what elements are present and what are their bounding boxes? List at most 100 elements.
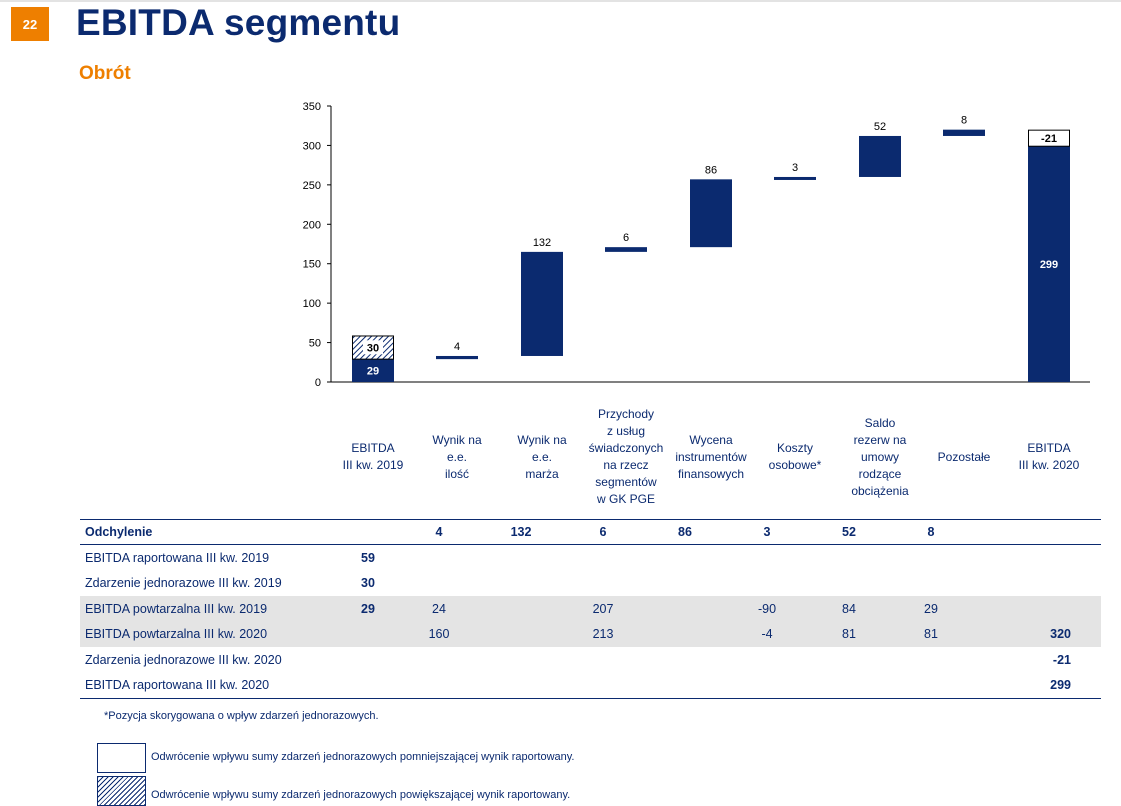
category-label: EBITDA III kw. 2020 (1018, 441, 1080, 472)
cell-value (398, 647, 480, 673)
top-divider (0, 0, 1121, 2)
cell-value: 86 (644, 519, 726, 545)
cell-value (562, 647, 644, 673)
category-label: Przychody z usług świadczonych na rzecz segm… (588, 407, 664, 506)
cell-value: 59 (361, 550, 375, 565)
stack-label: -21 (1041, 133, 1057, 145)
cell-value (398, 672, 480, 699)
legend-white-text: Odwrócenie wpływu sumy zdarzeń jednorazo… (151, 751, 575, 763)
cell-value (890, 672, 972, 699)
y-tick-label: 250 (303, 180, 321, 192)
bar-value-label: 29 (367, 366, 379, 378)
cell-value: -4 (726, 621, 808, 647)
cell-value (644, 647, 726, 673)
y-tick-label: 50 (309, 338, 321, 350)
y-tick-label: 0 (315, 377, 321, 389)
bar (690, 179, 732, 248)
bar (605, 247, 647, 252)
cell-value (338, 621, 398, 647)
cell-value (562, 571, 644, 597)
bar (943, 129, 985, 136)
cell-value (480, 596, 562, 622)
bar-value-label: 132 (533, 237, 551, 249)
cell-value (480, 571, 562, 597)
legend-hatched-swatch (97, 776, 146, 806)
bar (436, 355, 478, 360)
bar-value-label: 8 (961, 115, 967, 127)
bar-value-label: 86 (705, 164, 717, 176)
category-label: Koszty osobowe* (768, 441, 822, 472)
cell-value (808, 647, 890, 673)
cell-value (972, 519, 1101, 545)
y-tick-label: 150 (303, 259, 321, 271)
cell-value: 81 (808, 621, 890, 647)
row-label: EBITDA raportowana III kw. 2020 (80, 672, 338, 699)
cell-value: 320 (972, 621, 1101, 647)
table-row: Zdarzenie jednorazowe III kw. 2019 30 (80, 571, 1101, 597)
cell-value: 29 (890, 596, 972, 622)
table-row: EBITDA raportowana III kw. 2020 299 (80, 672, 1101, 699)
y-tick-label: 300 (303, 140, 321, 152)
cell-value (726, 672, 808, 699)
stack-label: 30 (367, 342, 379, 354)
table-row: EBITDA powtarzalna III kw. 2019 29 24 207 -9… (80, 596, 1101, 622)
bar-value-label: 52 (874, 121, 886, 133)
cell-value (890, 571, 972, 597)
row-label: Zdarzenie jednorazowe III kw. 2019 (85, 576, 282, 591)
cell-value (480, 647, 562, 673)
cell-value (644, 596, 726, 622)
cell-value: 84 (808, 596, 890, 622)
cell-value (338, 647, 398, 673)
waterfall-chart: 0 50 100 150 200 250 300 350 30 29 4 132 6 86 3 52 8 -21… (303, 101, 1090, 389)
category-label: Wynik na e.e. marża (517, 432, 567, 481)
category-label: Pozostałe (937, 449, 991, 464)
y-tick-label: 350 (303, 101, 321, 113)
cell-value (644, 571, 726, 597)
cell-value (726, 647, 808, 673)
stack-label-bg (363, 340, 383, 355)
footnote: *Pozycja skorygowana o wpływ zdarzeń jed… (104, 710, 379, 722)
cell-value: 213 (562, 621, 644, 647)
cell-value (808, 545, 890, 571)
bar (859, 135, 901, 177)
bar-value-label: 3 (792, 162, 798, 174)
bar (1028, 146, 1070, 382)
bar-value-label: 299 (1040, 259, 1058, 271)
bar (774, 176, 816, 180)
row-label: EBITDA raportowana III kw. 2019 (85, 550, 270, 565)
cell-value (726, 571, 808, 597)
category-label: Saldo rezerw na umowy rodzące obciążenia (851, 415, 909, 498)
cell-value (562, 545, 644, 571)
bar (352, 359, 394, 382)
category-label: Wynik na e.e. ilość (432, 432, 482, 481)
row-label: EBITDA powtarzalna III kw. 2019 (80, 596, 338, 622)
table-header-row: Odchylenie 4 132 6 86 3 52 8 (80, 519, 1101, 545)
cell-value (972, 571, 1101, 597)
page-subtitle: Obrót (79, 63, 131, 84)
bar (521, 251, 563, 356)
cell-value: 207 (562, 596, 644, 622)
page-title: EBITDA segmentu (76, 2, 401, 43)
table-row: Zdarzenia jednorazowe III kw. 2020 -21 (80, 647, 1101, 673)
cell-value: 160 (398, 621, 480, 647)
cell-value (726, 545, 808, 571)
stack-segment (1028, 129, 1070, 147)
cell-value: 24 (398, 596, 480, 622)
cell-value (890, 545, 972, 571)
cell-value: 132 (480, 519, 562, 545)
row-label: Zdarzenia jednorazowe III kw. 2020 (85, 652, 282, 667)
table-row: EBITDA raportowana III kw. 2019 59 (80, 545, 1101, 571)
cell-value: -21 (1052, 652, 1071, 667)
cell-value (480, 672, 562, 699)
cell-value (562, 672, 644, 699)
cell-value (972, 545, 1101, 571)
bar-value-label: 4 (454, 341, 460, 353)
cell-value: 30 (361, 576, 375, 591)
cell-value (808, 672, 890, 699)
cell-value (644, 621, 726, 647)
legend-hatched-text: Odwrócenie wpływu sumy zdarzeń jednorazo… (151, 789, 571, 801)
category-label: EBITDA III kw. 2019 (342, 441, 404, 472)
cell-value (338, 519, 398, 545)
cell-value (398, 545, 480, 571)
cell-value: 29 (338, 596, 398, 622)
